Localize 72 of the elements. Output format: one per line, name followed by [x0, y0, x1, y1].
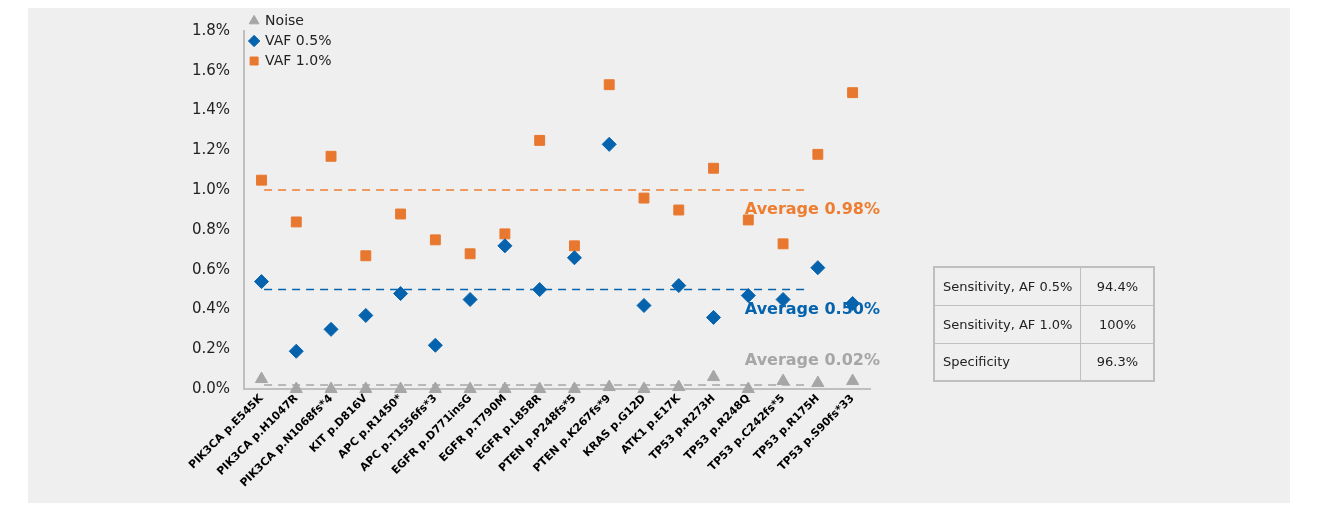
y-tick-label: 1.6% [192, 60, 231, 79]
y-tick-label: 1.0% [192, 180, 231, 199]
point [847, 87, 859, 99]
point [741, 381, 755, 394]
text: Sensitivity, AF 1.0% [934, 305, 1081, 343]
point [290, 216, 302, 228]
point [256, 174, 267, 186]
y-tick-label: 0.2% [192, 339, 231, 358]
y-tick-label: 1.4% [192, 100, 231, 119]
point [358, 307, 374, 323]
legend-label: VAF 0.5% [265, 31, 332, 48]
point [359, 381, 373, 394]
point [812, 148, 824, 160]
point [288, 343, 304, 359]
y-tick-label: 0.4% [192, 299, 231, 318]
y-tick-label: 1.2% [192, 140, 231, 159]
point [534, 134, 546, 146]
point [638, 192, 650, 204]
legend-label: VAF 1.0% [265, 51, 332, 68]
y-tick-label: 0.8% [192, 219, 231, 238]
point [533, 381, 547, 394]
point [603, 79, 615, 91]
point [811, 375, 825, 388]
point [777, 238, 789, 250]
point [289, 381, 303, 394]
text: Specificity [934, 343, 1081, 381]
text: 100% [1080, 305, 1155, 343]
point [499, 228, 511, 240]
ref-line-label: Average 0.98% [744, 199, 880, 219]
point [567, 381, 581, 394]
point [463, 381, 477, 394]
point [708, 162, 719, 174]
y-tick-label: 0.6% [192, 259, 231, 278]
point [393, 286, 409, 302]
point [602, 379, 616, 392]
point [636, 297, 652, 313]
point [810, 260, 826, 276]
point [428, 381, 442, 394]
point [532, 282, 548, 298]
point [706, 369, 721, 382]
point [497, 238, 513, 254]
point [706, 309, 722, 325]
point [462, 292, 478, 308]
point [394, 381, 408, 394]
y-tick-label: 0.0% [192, 378, 231, 397]
point [601, 136, 617, 152]
y-tick-label: 1.8% [192, 20, 231, 39]
text: Sensitivity, AF 0.5% [934, 267, 1081, 305]
point [464, 248, 476, 260]
point [776, 373, 790, 386]
point [637, 381, 651, 394]
point [253, 274, 269, 290]
point [673, 204, 685, 216]
ref-line-label: Average 0.02% [744, 350, 880, 370]
point [740, 288, 756, 304]
point [846, 373, 860, 386]
point [566, 250, 582, 266]
point [672, 379, 686, 392]
point [395, 208, 407, 220]
point [360, 250, 372, 262]
point [671, 278, 687, 294]
text: 94.4% [1080, 267, 1155, 305]
point [568, 240, 580, 252]
point [323, 321, 339, 337]
point [325, 150, 337, 162]
legend-label: Noise [265, 11, 304, 28]
point [429, 234, 441, 246]
point [324, 381, 338, 394]
point [498, 381, 512, 394]
point [254, 371, 269, 384]
point [427, 337, 443, 353]
text: 96.3% [1080, 343, 1155, 381]
